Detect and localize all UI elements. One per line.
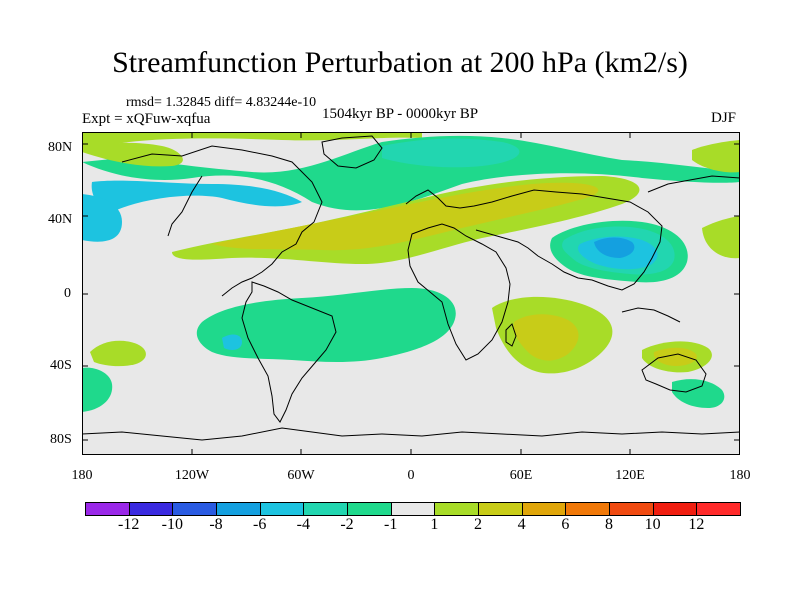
contour-plus1-north-pacific-east bbox=[702, 216, 740, 259]
streamfunction-map bbox=[82, 132, 740, 455]
stats-label: rmsd= 1.32845 diff= 4.83244e-10 bbox=[126, 95, 317, 110]
lat-label-40n: 40N bbox=[48, 212, 73, 227]
colorbar-swatch bbox=[652, 502, 698, 516]
colorbar-label: -6 bbox=[252, 516, 267, 533]
colorbar-swatch bbox=[390, 502, 436, 516]
colorbar-swatch bbox=[85, 502, 130, 516]
contour-plus1-east-siberia bbox=[692, 140, 740, 173]
colorbar-swatch bbox=[216, 502, 261, 516]
colorbar-swatch bbox=[347, 502, 392, 516]
lon-label-180w: 180 bbox=[71, 468, 93, 483]
contour-minus1-tasman bbox=[672, 379, 725, 408]
contour-minus2-arctic bbox=[382, 138, 520, 168]
lon-label-0: 0 bbox=[407, 468, 415, 483]
colorbar-swatch bbox=[303, 502, 348, 516]
contour-plus2-indian-ocean bbox=[513, 314, 579, 361]
colorbar-label: -8 bbox=[209, 516, 223, 533]
contour-plus1-arctic-west bbox=[82, 132, 422, 152]
coastlines bbox=[82, 135, 740, 441]
contour-minus1-northern-band bbox=[82, 135, 740, 211]
tick-marks bbox=[82, 132, 740, 455]
contour-plus1-alaska bbox=[82, 142, 183, 167]
colorbar-label: 6 bbox=[561, 516, 570, 533]
contour-plus2-australia bbox=[653, 347, 697, 366]
colorbar-swatch bbox=[128, 502, 174, 516]
colorbar-label: -2 bbox=[340, 516, 354, 533]
colorbar-label: -10 bbox=[161, 516, 183, 533]
contour-minus1-south-pacific-west bbox=[82, 367, 113, 412]
lat-label-80n: 80N bbox=[48, 140, 73, 155]
contour-minus1-south-america bbox=[196, 288, 456, 362]
colorbar-swatch bbox=[521, 502, 567, 516]
contour-plus1-south-pacific bbox=[90, 340, 146, 367]
contour-minus4-south-america-spot bbox=[222, 334, 242, 350]
map-panel bbox=[82, 132, 740, 455]
colorbar-label: 10 bbox=[644, 516, 661, 533]
colorbar-label: -4 bbox=[296, 516, 310, 533]
period-label: 1504kyr BP - 0000kyr BP bbox=[322, 106, 479, 122]
colorbar-swatch bbox=[434, 502, 479, 516]
colorbar-label: 12 bbox=[688, 516, 705, 533]
lat-label-0: 0 bbox=[64, 286, 71, 301]
colorbar-label: 2 bbox=[474, 516, 482, 533]
contour-minus4-north-pacific bbox=[82, 194, 122, 242]
colorbar-swatch bbox=[696, 502, 741, 516]
colorbar-label: -1 bbox=[383, 516, 398, 533]
lat-label-80s: 80S bbox=[50, 432, 72, 447]
contour-plus2-atlantic-ridge bbox=[212, 182, 599, 251]
contour-minus4-north-america bbox=[91, 180, 302, 212]
colorbar-swatch bbox=[172, 502, 217, 516]
colorbar-label: 8 bbox=[605, 516, 613, 533]
colorbar-swatch bbox=[259, 502, 305, 516]
lon-label-120w: 120W bbox=[174, 468, 210, 483]
lat-label-40s: 40S bbox=[50, 358, 72, 373]
colorbar-swatch bbox=[565, 502, 610, 516]
colorbar-label: -12 bbox=[117, 516, 140, 533]
colorbar-swatch bbox=[609, 502, 654, 516]
season-label: DJF bbox=[711, 110, 737, 126]
lon-label-180e: 180 bbox=[729, 468, 751, 483]
colorbar-swatch bbox=[478, 502, 523, 516]
lon-label-120e: 120E bbox=[615, 468, 645, 483]
colorbar-label: 4 bbox=[517, 516, 526, 533]
map-title: Streamfunction Perturbation at 200 hPa (… bbox=[112, 46, 688, 79]
colorbar-label: 1 bbox=[430, 516, 439, 533]
lon-label-60w: 60W bbox=[287, 468, 315, 483]
experiment-label: Expt = xQFuw-xqfua bbox=[82, 111, 211, 127]
lon-label-60e: 60E bbox=[509, 468, 533, 483]
contour-minus6-east-asia bbox=[594, 237, 635, 258]
